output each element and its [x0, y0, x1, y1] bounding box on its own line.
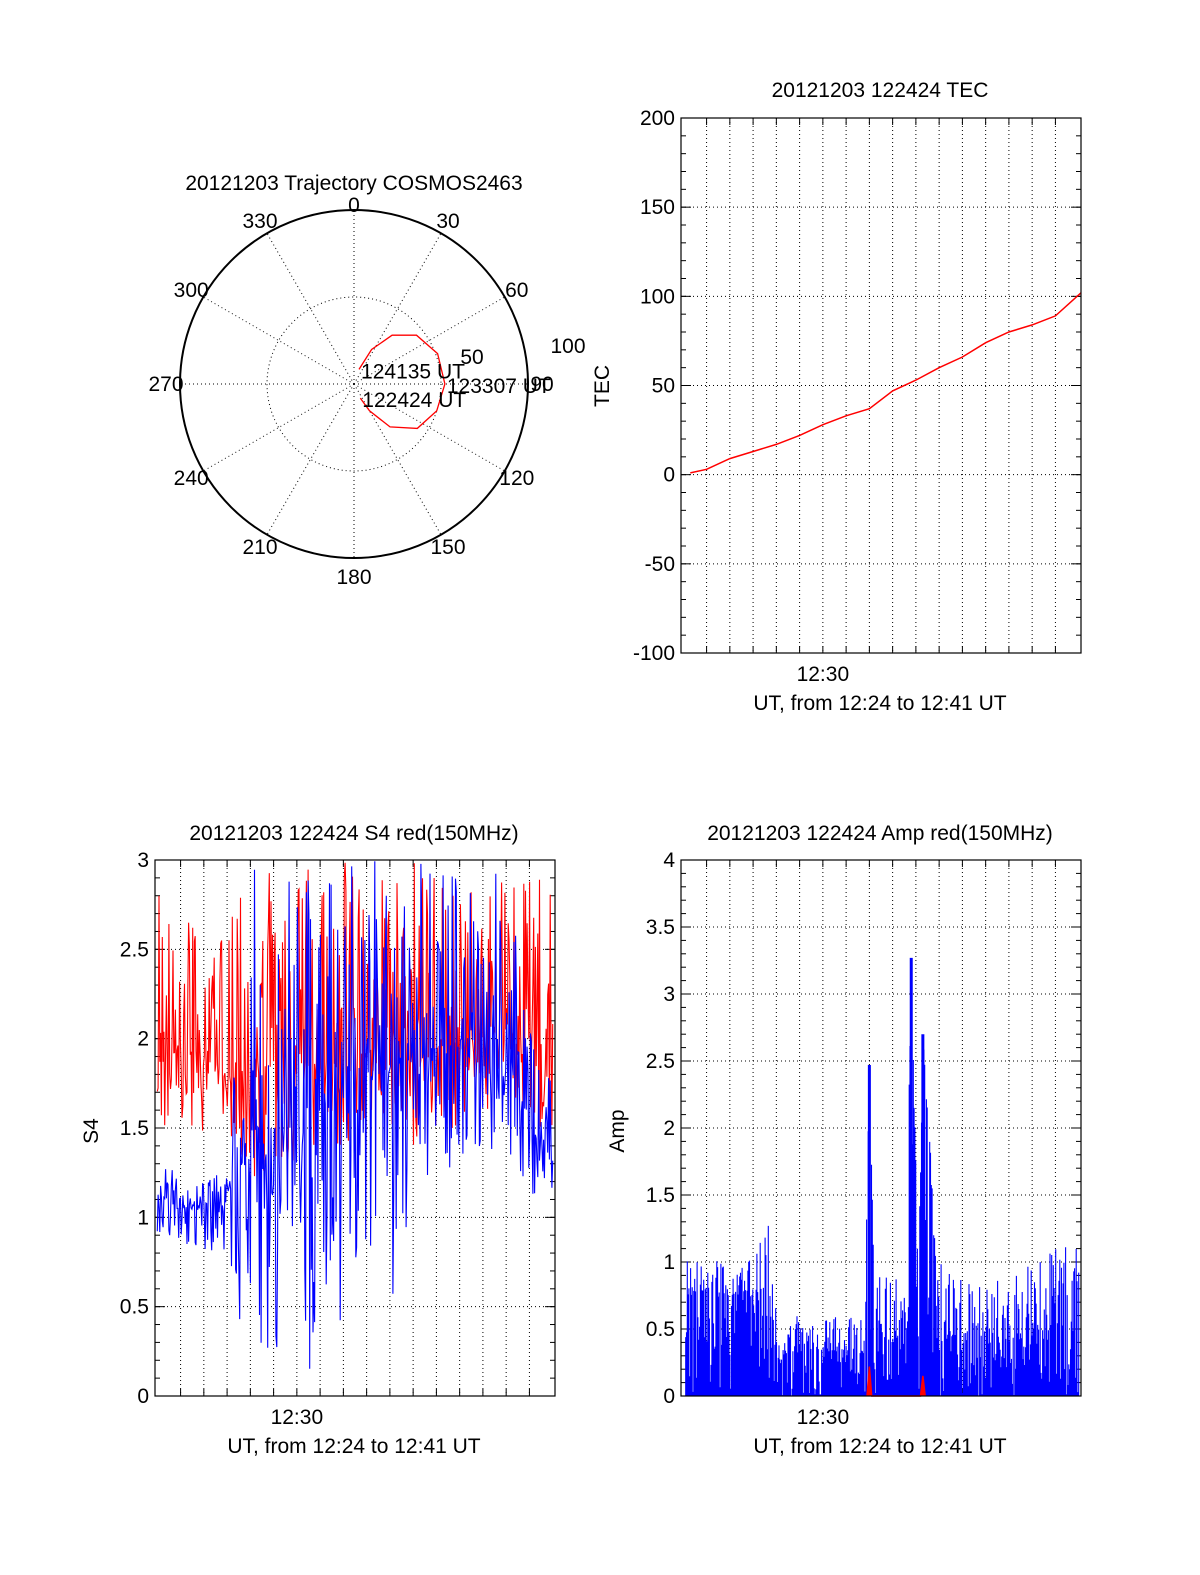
amp-xlabel: UT, from 12:24 to 12:41 UT [753, 1435, 1006, 1458]
y-tick-label: 2.5 [120, 938, 149, 961]
polar-angle-label: 240 [174, 467, 209, 490]
plot-frame [680, 859, 1082, 1397]
polar-radius-label: 50 [460, 346, 483, 369]
polar-spoke-60 [353, 296, 505, 385]
polar-angle-label: 180 [336, 566, 371, 589]
polar-spoke-210 [266, 383, 355, 535]
trajectory-time-label: 123307 UT [447, 375, 551, 398]
y-tick-label: 3.5 [646, 916, 675, 939]
polar-angle-label: 30 [436, 210, 459, 233]
y-tick-label: 4 [663, 849, 675, 872]
series-line [690, 292, 1082, 474]
polar-spoke-330 [266, 233, 355, 385]
x-tick-label: 12:30 [797, 1406, 850, 1429]
y-tick-label: 2 [137, 1028, 149, 1051]
polar-radius-label: 100 [550, 335, 585, 358]
trajectory-time-label: 124135 UT [361, 360, 465, 383]
polar-angle-labels: 0 30 60 90 120 150 180 210 240 270 300 330 50 100 [148, 194, 585, 589]
tec-ylabel: TEC [591, 365, 614, 407]
y-tick-label: 1.5 [646, 1184, 675, 1207]
amp-plot-area: 0 0.5 1 1.5 2 2.5 3 3.5 4 12:30 [646, 849, 1082, 1429]
polar-angle-label: 150 [430, 536, 465, 559]
polar-outer-ring [179, 209, 529, 559]
trajectory-chart: 20121203 Trajectory COSMOS2463 030609012… [148, 172, 585, 589]
s4-title: 20121203 122424 S4 red(150MHz) [189, 822, 518, 845]
y-tick-label: 0.5 [120, 1296, 149, 1319]
amp-ylabel: Amp [606, 1109, 629, 1152]
polar-angle-label: 270 [148, 373, 183, 396]
plot-frame [154, 859, 556, 1397]
trajectory-time-label: 122424 UT [362, 389, 466, 412]
series-0 [690, 292, 1082, 474]
tec-xlabel: UT, from 12:24 to 12:41 UT [753, 692, 1006, 715]
polar-angle-label: 60 [505, 279, 528, 302]
y-tick-label: 1 [663, 1251, 675, 1274]
polar-angle-label: 330 [242, 210, 277, 233]
y-tick-label: 0 [137, 1385, 149, 1408]
y-tick-label: 0 [663, 1385, 675, 1408]
y-tick-label: 2.5 [646, 1050, 675, 1073]
s4-chart: 20121203 122424 S4 red(150MHz) 0 0.5 1 1.5 2… [80, 822, 556, 1458]
y-tick-label: 3 [137, 849, 149, 872]
y-tick-label: 200 [640, 107, 675, 130]
trajectory-series [358, 334, 446, 430]
series-noise-line [685, 976, 1080, 1396]
y-tick-label: -100 [633, 642, 675, 665]
series-0 [685, 957, 1080, 1396]
x-tick-label: 12:30 [797, 663, 850, 686]
x-tick-label: 12:30 [271, 1406, 324, 1429]
y-tick-label: 0 [663, 464, 675, 487]
trajectory-title: 20121203 Trajectory COSMOS2463 [185, 172, 522, 195]
tec-plot-area: -100 -50 0 50 100 150 200 12:30 [633, 107, 1082, 686]
y-tick-label: 1 [137, 1206, 149, 1229]
polar-grid [179, 209, 529, 559]
polar-spoke-240 [203, 383, 355, 472]
polar-angle-label: 0 [348, 194, 360, 217]
y-tick-label: 1.5 [120, 1117, 149, 1140]
polar-angle-label: 210 [242, 536, 277, 559]
plot-frame [680, 117, 1082, 654]
polar-angle-label: 300 [174, 279, 209, 302]
y-tick-label: -50 [645, 553, 675, 576]
s4-xlabel: UT, from 12:24 to 12:41 UT [227, 1435, 480, 1458]
s4-plot-area: 0 0.5 1 1.5 2 2.5 3 12:30 [120, 849, 556, 1429]
polar-angle-label: 90 [530, 373, 553, 396]
polar-spoke-30 [353, 233, 442, 385]
series-1 [156, 861, 554, 1369]
series-noise-line [156, 861, 554, 1369]
amp-title: 20121203 122424 Amp red(150MHz) [707, 822, 1053, 845]
y-tick-label: 150 [640, 196, 675, 219]
y-tick-label: 100 [640, 285, 675, 308]
y-tick-label: 0.5 [646, 1318, 675, 1341]
tec-chart: 20121203 122424 TEC -100 -50 0 50 100 150 200 1… [591, 79, 1082, 715]
y-tick-label: 3 [663, 983, 675, 1006]
polar-spoke-300 [203, 296, 355, 385]
polar-angle-label: 120 [499, 467, 534, 490]
tec-title: 20121203 122424 TEC [772, 79, 989, 102]
polar-spoke-120 [353, 383, 505, 472]
y-tick-label: 50 [652, 375, 675, 398]
trajectory-line [358, 334, 446, 430]
y-tick-label: 2 [663, 1117, 675, 1140]
polar-ring-50 [266, 296, 442, 472]
amp-chart: 20121203 122424 Amp red(150MHz) 0 0.5 1 1.5… [606, 822, 1082, 1458]
s4-ylabel: S4 [80, 1118, 103, 1144]
